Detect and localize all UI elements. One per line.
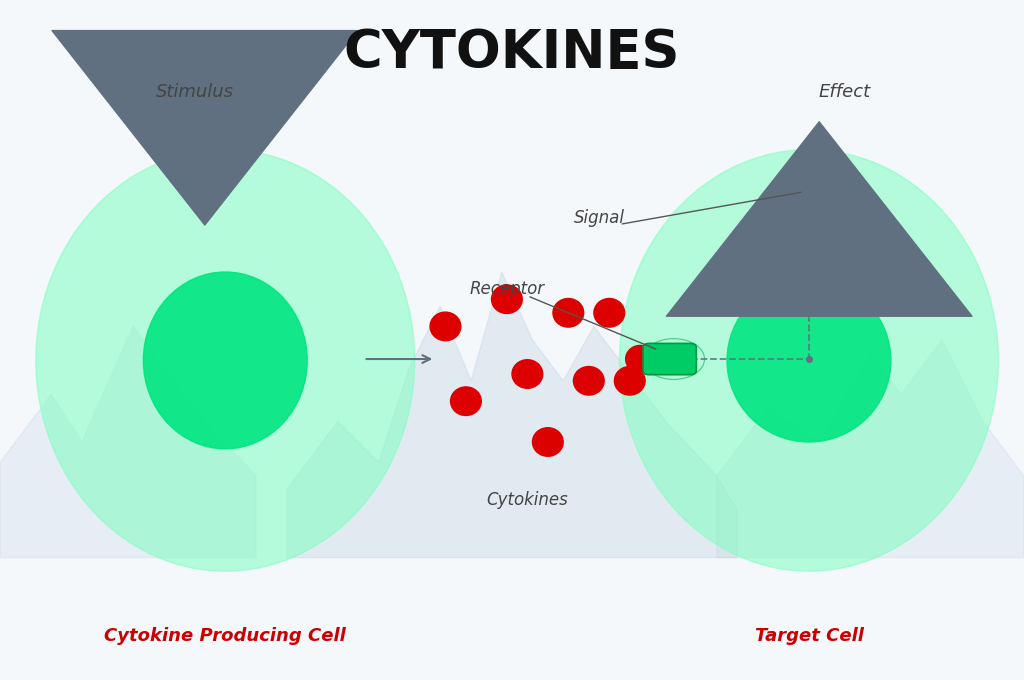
Ellipse shape [512,360,543,388]
Ellipse shape [620,150,998,571]
Ellipse shape [626,345,654,373]
Ellipse shape [573,367,604,395]
Text: Receptor: Receptor [469,280,545,298]
Ellipse shape [143,272,307,449]
Ellipse shape [532,428,563,456]
Ellipse shape [553,299,584,327]
Ellipse shape [594,299,625,327]
Text: Stimulus: Stimulus [156,83,233,101]
Ellipse shape [430,312,461,341]
Text: Target Cell: Target Cell [755,627,863,645]
Text: Effect: Effect [819,83,870,101]
Polygon shape [0,326,256,558]
Text: Cytokines: Cytokines [486,491,568,509]
Polygon shape [287,272,737,558]
Text: Signal: Signal [573,209,625,226]
Ellipse shape [492,285,522,313]
Ellipse shape [727,279,891,442]
Polygon shape [717,340,1024,558]
Ellipse shape [36,150,415,571]
FancyBboxPatch shape [643,343,696,375]
Ellipse shape [451,387,481,415]
Ellipse shape [614,367,645,395]
Text: CYTOKINES: CYTOKINES [344,27,680,79]
Text: Cytokine Producing Cell: Cytokine Producing Cell [104,627,346,645]
